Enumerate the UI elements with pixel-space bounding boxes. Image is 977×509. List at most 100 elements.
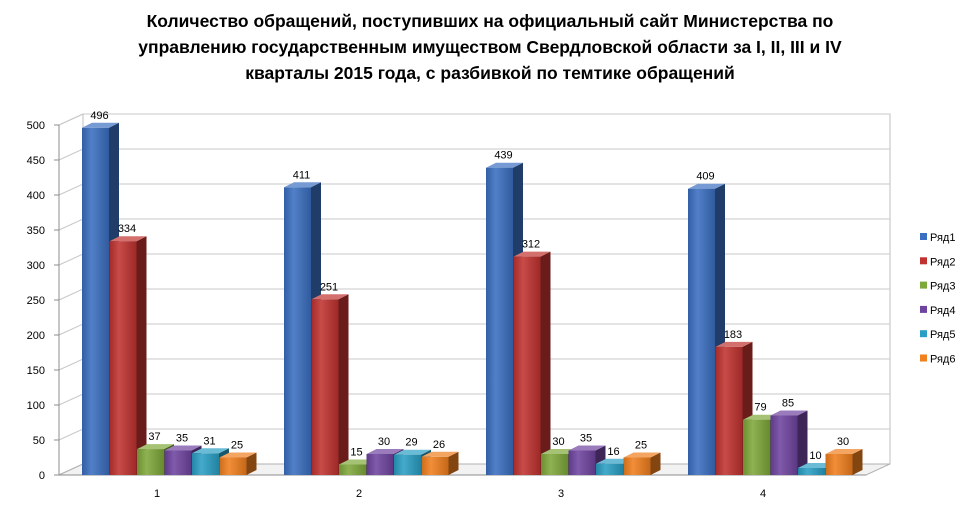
bar-top-face xyxy=(164,445,202,451)
bar-top-face xyxy=(513,251,551,257)
bar-front-face xyxy=(770,415,798,475)
bar-front-face xyxy=(82,127,109,476)
bar-side-face xyxy=(797,410,808,475)
gridline xyxy=(58,113,890,126)
bar-front-face xyxy=(394,454,421,475)
bar-front-face xyxy=(568,450,596,475)
data-label: 31 xyxy=(203,435,215,447)
y-tick-label: 300 xyxy=(27,260,45,272)
bar-Ряд6-3 xyxy=(623,452,661,475)
bar-front-face xyxy=(164,450,192,475)
bar-Ряд2-3 xyxy=(513,251,551,475)
legend-item-Ряд5: Ряд5 xyxy=(920,329,955,341)
data-label: 439 xyxy=(494,150,512,162)
bar-side-face xyxy=(136,236,147,475)
x-tick-label: 2 xyxy=(356,488,362,500)
bar-top-face xyxy=(623,452,661,458)
data-label: 30 xyxy=(837,436,849,448)
bar-front-face xyxy=(743,419,770,475)
x-tick-label: 3 xyxy=(558,488,564,500)
data-label: 26 xyxy=(433,439,445,451)
legend-swatch xyxy=(920,305,927,313)
bar-side-face xyxy=(246,452,257,475)
bar-Ряд6-1 xyxy=(219,452,257,475)
bar-front-face xyxy=(541,454,568,475)
bar-front-face xyxy=(421,456,449,475)
y-tick-label: 400 xyxy=(27,190,45,202)
data-label: 411 xyxy=(293,169,311,181)
bar-top-face xyxy=(486,162,523,168)
bar-front-face xyxy=(825,454,853,475)
legend-item-Ряд1: Ряд1 xyxy=(920,232,955,244)
y-tick-label: 0 xyxy=(39,470,45,482)
data-label: 30 xyxy=(552,436,564,448)
bar-front-face xyxy=(109,241,137,475)
data-label: 16 xyxy=(607,446,619,458)
data-label: 25 xyxy=(635,440,647,452)
bar-front-face xyxy=(311,299,339,475)
y-tick-label: 250 xyxy=(27,295,45,307)
chart-title-line-2: управлению государственным имуществом Св… xyxy=(138,37,842,57)
legend-label: Ряд6 xyxy=(930,354,955,366)
legend-swatch xyxy=(920,233,927,240)
bar-top-face xyxy=(770,410,808,416)
bar-front-face xyxy=(339,464,366,475)
bar-top-face xyxy=(715,341,753,347)
legend: Ряд1 Ряд2 Ряд3 Ряд4 Ряд5 Ряд6 xyxy=(920,232,955,366)
data-label: 37 xyxy=(148,431,160,443)
data-label: 25 xyxy=(231,440,243,452)
x-tick-label: 4 xyxy=(760,488,766,500)
bar-Ряд4-4 xyxy=(770,410,808,475)
bar-front-face xyxy=(192,453,219,475)
y-tick-label: 450 xyxy=(27,155,45,167)
legend-label: Ряд2 xyxy=(930,256,955,268)
data-label: 29 xyxy=(405,437,417,449)
bar-top-face xyxy=(109,236,147,242)
legend-swatch xyxy=(920,354,927,362)
bar-front-face xyxy=(798,468,825,475)
data-label: 183 xyxy=(724,329,742,341)
bars xyxy=(82,122,863,476)
bar-front-face xyxy=(596,463,623,475)
y-tick-label: 100 xyxy=(27,400,45,412)
y-tick-label: 200 xyxy=(27,330,45,342)
bar-front-face xyxy=(366,454,394,475)
bar-Ряд6-4 xyxy=(825,449,863,475)
chart-title-line-1: Количество обращений, поступивших на офи… xyxy=(146,11,834,31)
x-tick-label: 1 xyxy=(154,488,160,500)
bar-side-face xyxy=(650,452,661,475)
bar-Ряд1-3 xyxy=(486,162,523,475)
data-label: 79 xyxy=(754,402,766,414)
legend-swatch xyxy=(920,281,927,289)
data-label: 35 xyxy=(176,433,188,445)
bar-Ряд2-2 xyxy=(311,294,349,475)
data-label: 85 xyxy=(782,398,794,410)
data-label: 30 xyxy=(378,436,390,448)
bar-top-face xyxy=(421,451,459,457)
chart-title: Количество обращений, поступивших на офи… xyxy=(90,8,890,86)
y-tick-label: 150 xyxy=(27,365,45,377)
bar-front-face xyxy=(486,167,513,475)
data-label: 251 xyxy=(320,281,338,293)
bar-top-face xyxy=(82,122,119,128)
legend-item-Ряд4: Ряд4 xyxy=(920,305,955,317)
data-label: 496 xyxy=(90,110,108,122)
bar-top-face xyxy=(311,294,349,300)
legend-label: Ряд4 xyxy=(930,305,955,317)
bar-side-face xyxy=(448,451,459,475)
bar-top-face xyxy=(137,444,174,450)
data-label: 334 xyxy=(118,223,136,235)
data-label: 312 xyxy=(522,239,540,251)
data-label: 409 xyxy=(696,171,714,183)
legend-label: Ряд1 xyxy=(930,232,955,244)
bar-side-face xyxy=(338,294,349,475)
bar-top-face xyxy=(366,449,404,454)
legend-label: Ряд5 xyxy=(930,329,955,341)
bar-top-face xyxy=(825,449,863,454)
legend-swatch xyxy=(920,330,927,338)
data-label: 15 xyxy=(350,447,362,459)
bar-front-face xyxy=(623,457,651,475)
bar-top-face xyxy=(219,452,257,458)
data-label: 10 xyxy=(809,450,821,462)
